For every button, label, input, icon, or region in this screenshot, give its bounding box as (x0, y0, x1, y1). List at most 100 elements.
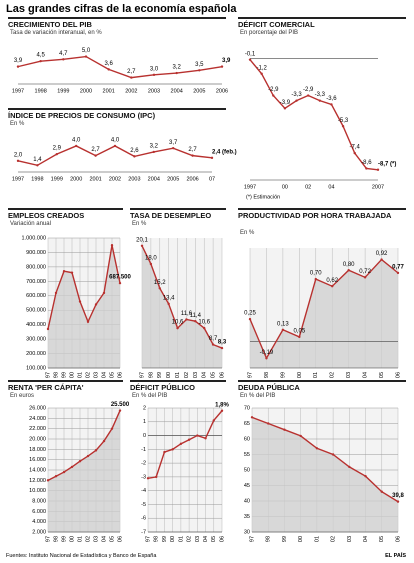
value-label: 2,7 (188, 147, 197, 153)
point (16, 159, 20, 163)
value-label: 4,7 (59, 51, 68, 57)
note: (*) Estimación (246, 194, 280, 200)
value-label: 1,4 (33, 157, 42, 163)
y-tick-label: 2.000 (32, 529, 46, 535)
point (283, 428, 286, 431)
x-tick-label: 04 (363, 536, 369, 542)
y-tick-label: 12.000 (29, 478, 46, 484)
point (113, 144, 117, 148)
x-tick-label: 1999 (57, 88, 69, 94)
value-label: 13,4 (163, 295, 175, 301)
x-tick-label: 2006 (186, 176, 198, 182)
line (141, 245, 223, 349)
point (86, 454, 90, 458)
value-label: 18,0 (145, 256, 157, 262)
value-label: 5,0 (82, 48, 91, 54)
x-tick-label: 01 (77, 372, 83, 378)
x-tick-label: 07 (209, 176, 215, 182)
value-label: -7,4 (350, 145, 361, 151)
x-tick-label: 06 (395, 372, 401, 378)
area (48, 245, 120, 368)
y-tick-label: 60 (244, 436, 250, 442)
x-tick-label: 2006 (216, 88, 228, 94)
point (380, 490, 383, 493)
value-label: -3,9 (280, 100, 291, 106)
value-label: -5,3 (338, 118, 349, 124)
chart-title: DEUDA PÚBLICA (238, 380, 406, 392)
area (252, 417, 398, 532)
x-tick-label: 03 (93, 536, 99, 542)
point (194, 320, 197, 323)
chart-title: TASA DE DESEMPLEO (130, 208, 226, 220)
y-tick-label: 500.000 (26, 308, 46, 314)
x-tick-label: 04 (363, 372, 369, 378)
x-tick-label: 04 (328, 184, 334, 190)
x-tick-label: 00 (166, 372, 172, 378)
x-tick-label: 02 (305, 184, 311, 190)
x-tick-label: 05 (211, 372, 217, 378)
value-label: 3,2 (172, 65, 181, 71)
point (152, 150, 155, 154)
point (376, 168, 380, 171)
y-tick-label: 600.000 (26, 293, 46, 299)
y-tick-label: 14.000 (29, 467, 46, 473)
value-label: 2,9 (53, 146, 62, 152)
x-tick-label: 98 (53, 536, 59, 542)
value-label: 3,6 (104, 61, 113, 67)
x-tick-label: 00 (297, 372, 303, 378)
chart-subtitle: En % (240, 230, 255, 236)
x-tick-label: 2003 (128, 176, 140, 182)
point (315, 447, 319, 450)
x-tick-label: 98 (154, 536, 160, 542)
y-tick-label: 70 (244, 405, 250, 411)
point (210, 156, 214, 160)
x-tick-label: 03 (195, 536, 201, 542)
x-tick-label: 99 (282, 536, 288, 542)
point (220, 346, 224, 350)
point (306, 94, 310, 97)
value-label: 15,2 (154, 280, 166, 286)
x-tick-label: 06 (395, 536, 401, 542)
point (62, 58, 65, 61)
x-tick-label: 05 (211, 536, 217, 542)
chart-title: DÉFICIT PÚBLICO (130, 380, 226, 392)
value-label: 3,7 (169, 140, 178, 146)
line (47, 410, 121, 481)
x-tick-label: 97 (45, 372, 51, 378)
y-tick-label: 40 (244, 498, 250, 504)
point (267, 422, 270, 425)
point (396, 271, 400, 275)
x-tick-label: 2000 (70, 176, 82, 182)
point (298, 335, 301, 339)
y-tick-label: -6 (141, 516, 146, 522)
x-tick-label: 02 (187, 536, 193, 542)
value-label: -0,19 (260, 350, 274, 356)
value-label: 39,8 (392, 493, 404, 499)
point (102, 291, 106, 295)
y-tick-label: 4.000 (32, 519, 46, 525)
point (331, 453, 335, 456)
x-tick-label: 04 (202, 372, 208, 378)
y-tick-label: 24.000 (29, 416, 46, 422)
point (102, 439, 106, 443)
value-label: -3,3 (291, 92, 302, 98)
point (211, 343, 215, 346)
value-label: 1,8% (215, 402, 229, 408)
point (281, 328, 285, 331)
y-tick-label: -5 (141, 502, 146, 508)
x-tick-label: 00 (69, 536, 75, 542)
point (78, 460, 82, 463)
x-tick-label: 97 (45, 536, 51, 542)
point (272, 94, 275, 97)
x-tick-label: 02 (184, 372, 190, 378)
point (163, 450, 166, 454)
x-tick-label: 2007 (372, 184, 384, 190)
value-label: 2,7 (127, 69, 136, 75)
y-tick-label: 800.000 (26, 264, 46, 270)
point (140, 244, 144, 247)
x-tick-label: 01 (175, 372, 181, 378)
value-label: -2,9 (303, 87, 314, 93)
point (118, 409, 122, 412)
value-label: 0,70 (310, 271, 322, 277)
